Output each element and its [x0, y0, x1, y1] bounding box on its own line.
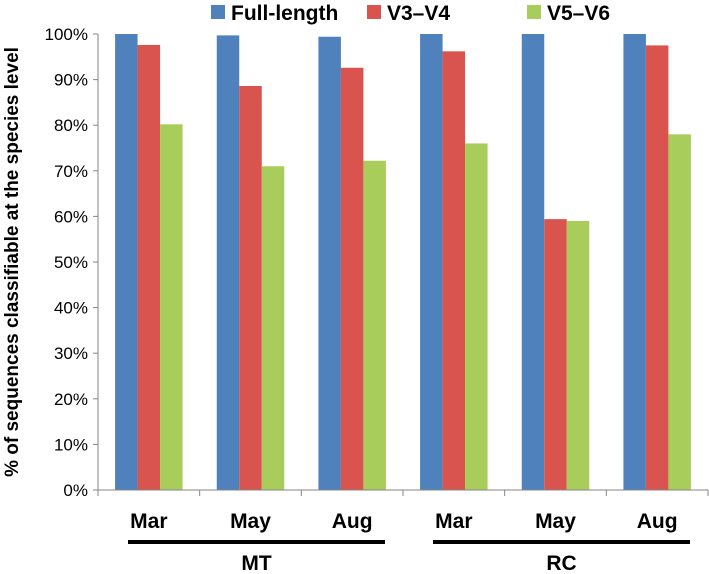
- bars: [115, 34, 691, 491]
- bar: [261, 166, 285, 491]
- bar: [115, 34, 138, 490]
- category-groups: MT RC: [128, 540, 690, 574]
- legend-label: V3–V4: [387, 2, 450, 25]
- y-tick-label: 80%: [54, 116, 88, 135]
- bar: [566, 220, 590, 490]
- bar: [442, 51, 466, 490]
- y-tick-label: 90%: [54, 71, 88, 90]
- group-label: MT: [241, 552, 271, 574]
- x-tick-label: Aug: [332, 510, 373, 533]
- legend-swatch: [211, 5, 225, 19]
- x-tick-label: Mar: [435, 510, 472, 533]
- bar: [645, 45, 669, 491]
- bar: [239, 85, 262, 490]
- bar: [363, 160, 386, 490]
- x-tick-label: Aug: [637, 510, 678, 533]
- bar: [623, 34, 646, 490]
- y-tick-label: 30%: [54, 344, 88, 363]
- bar: [216, 35, 240, 490]
- legend-label: V5–V6: [547, 2, 610, 25]
- y-tick-label: 60%: [54, 207, 88, 226]
- bar: [521, 34, 545, 490]
- bar: [420, 34, 443, 490]
- y-tick-label: 100%: [45, 25, 88, 44]
- legend-label: Full-length: [231, 2, 338, 25]
- x-tick-label: May: [535, 510, 576, 533]
- y-axis-label: % of sequences classifiable at the speci…: [2, 47, 23, 477]
- group-label: RC: [546, 552, 576, 574]
- y-tick-label: 10%: [54, 435, 88, 454]
- bar: [544, 219, 567, 491]
- bar: [340, 67, 364, 490]
- y-tick-label: 40%: [54, 299, 88, 318]
- y-tick-label: 50%: [54, 253, 88, 272]
- legend: Full-length V3–V4 V5–V6: [211, 2, 610, 25]
- bar: [137, 44, 161, 490]
- bar: [465, 143, 488, 490]
- legend-swatch: [527, 5, 541, 19]
- x-axis: Mar May Aug Mar May Aug: [97, 489, 709, 533]
- legend-swatch: [367, 5, 381, 19]
- y-tick-label: 70%: [54, 162, 88, 181]
- bar: [160, 124, 183, 491]
- x-tick-label: May: [230, 510, 271, 533]
- bar: [318, 36, 341, 491]
- bar: [668, 134, 691, 490]
- y-tick-label: 20%: [54, 390, 88, 409]
- y-axis: 0% 10% 20% 30% 40% 50% 60% 70% 80% 90% 100%: [45, 25, 99, 500]
- y-tick-label: 0%: [63, 481, 88, 500]
- x-tick-label: Mar: [130, 510, 167, 533]
